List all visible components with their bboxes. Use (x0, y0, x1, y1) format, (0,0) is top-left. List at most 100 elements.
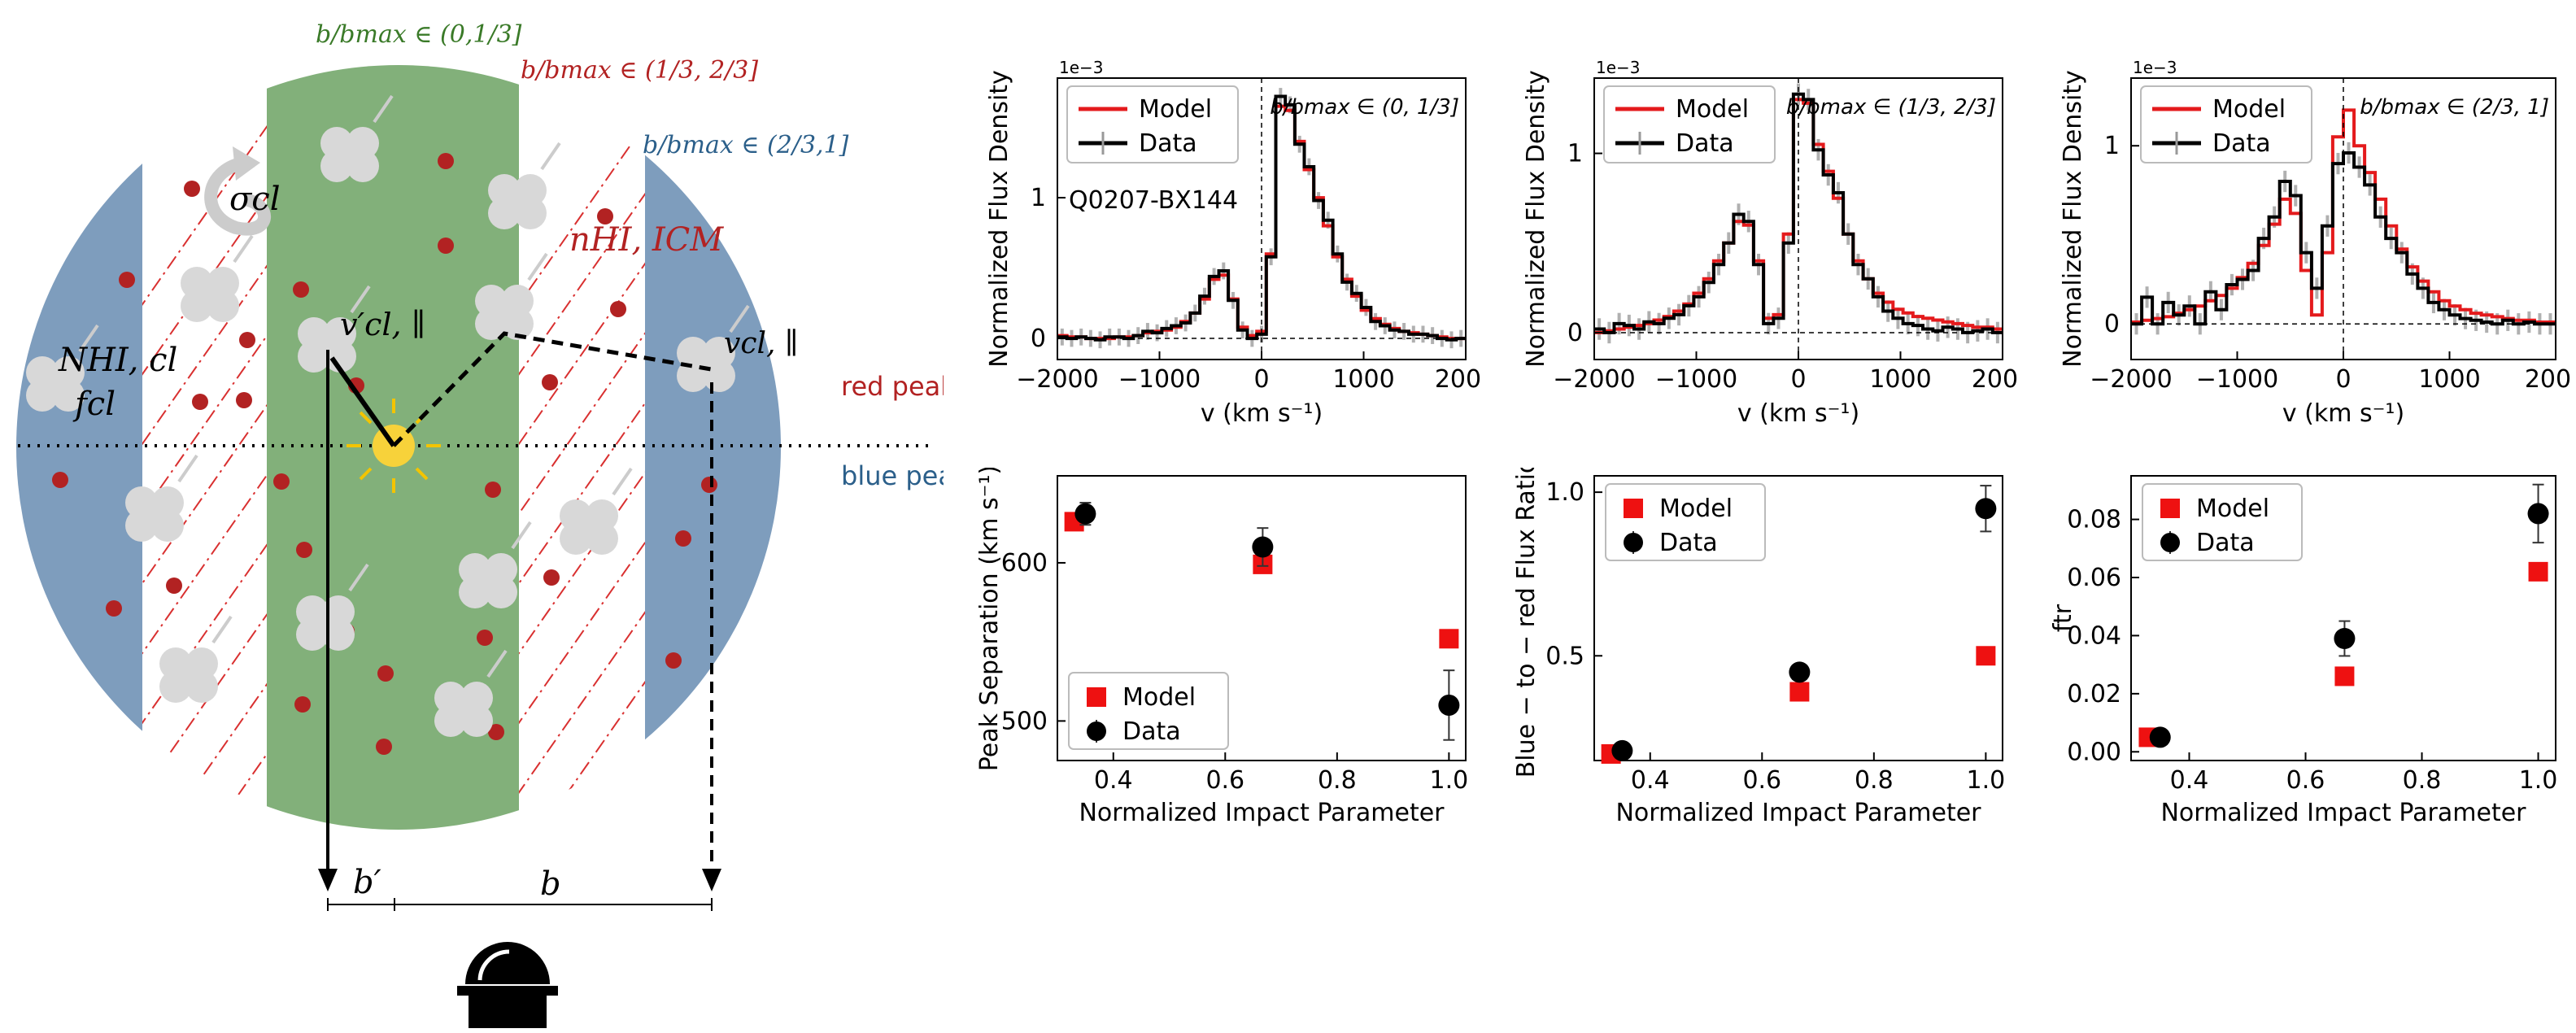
y-tick-label: 0.06 (2067, 564, 2121, 592)
legend-data: Data (1122, 717, 1181, 746)
model-point (2528, 561, 2548, 582)
y-tick-label: 0 (1031, 325, 1046, 353)
x-tick-label: 1.0 (1430, 766, 1469, 795)
x-tick-label: 2000 (1435, 365, 1480, 394)
arrow-down-icon (702, 869, 721, 891)
arrow-down-icon (318, 869, 338, 891)
data-line (1594, 92, 2003, 334)
x-tick-label: 2000 (1972, 365, 2017, 394)
v-label: vcl, ∥ (724, 327, 799, 360)
x-tick-label: −1000 (2196, 365, 2278, 394)
rotation-arrow-icon (204, 156, 271, 236)
x-axis-label: v (km s⁻¹) (2282, 399, 2404, 428)
legend-data: Data (2196, 529, 2255, 557)
data-point (1438, 694, 1460, 716)
vprime-label: v′cl, ∥ (340, 307, 425, 342)
y-tick-label: 1 (2104, 132, 2120, 160)
spectrum-chart-2: −2000 −1000 0 1000 2000 0 1 1e−3 v (km s⁻¹) Norma… (1522, 58, 2017, 428)
x-tick-label: −2000 (1553, 365, 1635, 394)
x-tick-label: 0.8 (2403, 766, 2442, 795)
legend-model: Model (1122, 683, 1196, 712)
v-vector (392, 331, 717, 447)
legend-data: Data (2212, 129, 2271, 158)
legend-model: Model (1139, 95, 1212, 124)
bin-annotation: b/bmax ∈ (1/3, 2/3] (1786, 95, 1996, 120)
peak-separation-chart: 0.4 0.6 0.8 1.0 500 600 Normalized Impact Para… (975, 468, 1469, 827)
outer-region-left (16, 65, 142, 830)
x-tick-label: 0.6 (2286, 766, 2325, 795)
schematic-diagram: b/bmax ∈ (0,1/3] b/bmax ∈ (1/3, 2/3] b/b… (16, 20, 944, 1028)
y-tick-label: 0.00 (2067, 738, 2121, 766)
plot-frame (1057, 475, 1467, 761)
y-tick-label: 0.5 (1545, 642, 1584, 670)
legend: Model Data (1068, 672, 1229, 750)
x-tick-label: 0.8 (1855, 766, 1894, 795)
bin-annotation: b/bmax ∈ (2/3, 1] (2360, 95, 2549, 120)
x-tick-label: 0 (2335, 365, 2351, 394)
y-axis-label: Normalized Flux Density (985, 70, 1013, 368)
x-tick-label: 0.4 (1631, 766, 1670, 795)
y-tick-label: 0 (1567, 319, 1583, 347)
data-point (2527, 503, 2549, 525)
y-tick-label: 0.04 (2067, 621, 2121, 650)
y-axis-label: Normalized Flux Density (2059, 70, 2087, 368)
legend: Model Data (1605, 483, 1766, 561)
y-tick-label: 600 (1001, 549, 1048, 578)
bin-annotation: b/bmax ∈ (0, 1/3] (1270, 95, 1459, 120)
telescope-icon (457, 942, 558, 1028)
icm-density-label: nHI, ICM (569, 221, 724, 259)
x-tick-label: 1000 (1869, 365, 1931, 394)
y-exponent-label: 1e−3 (1596, 58, 1641, 77)
y-axis-label: Blue − to − red Flux Ratio (1512, 468, 1541, 778)
clouds (26, 94, 750, 737)
x-axis-label: v (km s⁻¹) (1737, 399, 1859, 428)
y-tick-label: 0 (2104, 310, 2120, 338)
y-tick-label: 1.0 (1545, 478, 1584, 507)
y-tick-label: 1 (1567, 140, 1583, 168)
spectrum-chart-1: −2000 −1000 0 1000 2000 0 1 1e−3 v (km s⁻¹) Norma… (985, 58, 1480, 428)
vprime-vector (329, 356, 396, 447)
model-point (1976, 646, 1996, 666)
flux-ratio-chart: 0.4 0.6 0.8 1.0 0.5 1.0 Normalized Impact Para… (1512, 468, 2005, 827)
y-tick-label: 0.08 (2067, 506, 2121, 534)
y-tick-label: 0.02 (2067, 680, 2121, 708)
x-axis-label: v (km s⁻¹) (1201, 399, 1323, 428)
x-tick-label: 0.4 (2170, 766, 2209, 795)
model-point (1789, 682, 1810, 702)
b-label: b (540, 865, 561, 903)
legend: Model Data (2140, 85, 2312, 163)
data-point (2149, 726, 2171, 748)
x-tick-label: 1000 (2418, 365, 2480, 394)
legend-model: Model (1659, 495, 1733, 523)
x-axis-label: Normalized Impact Parameter (1615, 799, 1981, 827)
plot-frame (2130, 475, 2556, 761)
x-tick-label: 0.6 (1205, 766, 1244, 795)
bprime-label: b′ (353, 864, 381, 901)
sigma-label: σcl (229, 181, 281, 218)
y-axis-label: Peak Separation (km s⁻¹) (975, 468, 1004, 771)
data-point (1074, 503, 1096, 525)
legend-model: Model (2196, 495, 2269, 523)
y-exponent-label: 1e−3 (1059, 58, 1104, 77)
object-label: Q0207-BX144 (1069, 186, 1238, 215)
x-tick-label: −1000 (1655, 365, 1737, 394)
data-point (1975, 498, 1997, 520)
x-axis-label: Normalized Impact Parameter (1079, 799, 1445, 827)
x-tick-label: −2000 (2090, 365, 2172, 394)
x-tick-label: −1000 (1118, 365, 1201, 394)
legend-data: Data (1676, 129, 1734, 158)
red-peak-label: red peak (841, 371, 944, 402)
model-point (2334, 666, 2355, 686)
data-point (1789, 661, 1811, 683)
icm-hatch-right (519, 65, 645, 830)
middle-region-label: b/bmax ∈ (1/3, 2/3] (521, 56, 758, 85)
data-point (2334, 628, 2356, 649)
x-tick-label: 1000 (1332, 365, 1394, 394)
spectrum-chart-3: −2000 −1000 0 1000 2000 0 1 1e−3 v (km s⁻¹) Norma… (2059, 58, 2570, 428)
legend: Model Data (2142, 483, 2303, 561)
y-tick-label: 500 (1001, 707, 1048, 735)
x-axis-label: Normalized Impact Parameter (2160, 799, 2526, 827)
legend-data: Data (1659, 529, 1718, 557)
x-tick-label: 0.4 (1094, 766, 1133, 795)
y-axis-label: ftr (2049, 604, 2077, 632)
